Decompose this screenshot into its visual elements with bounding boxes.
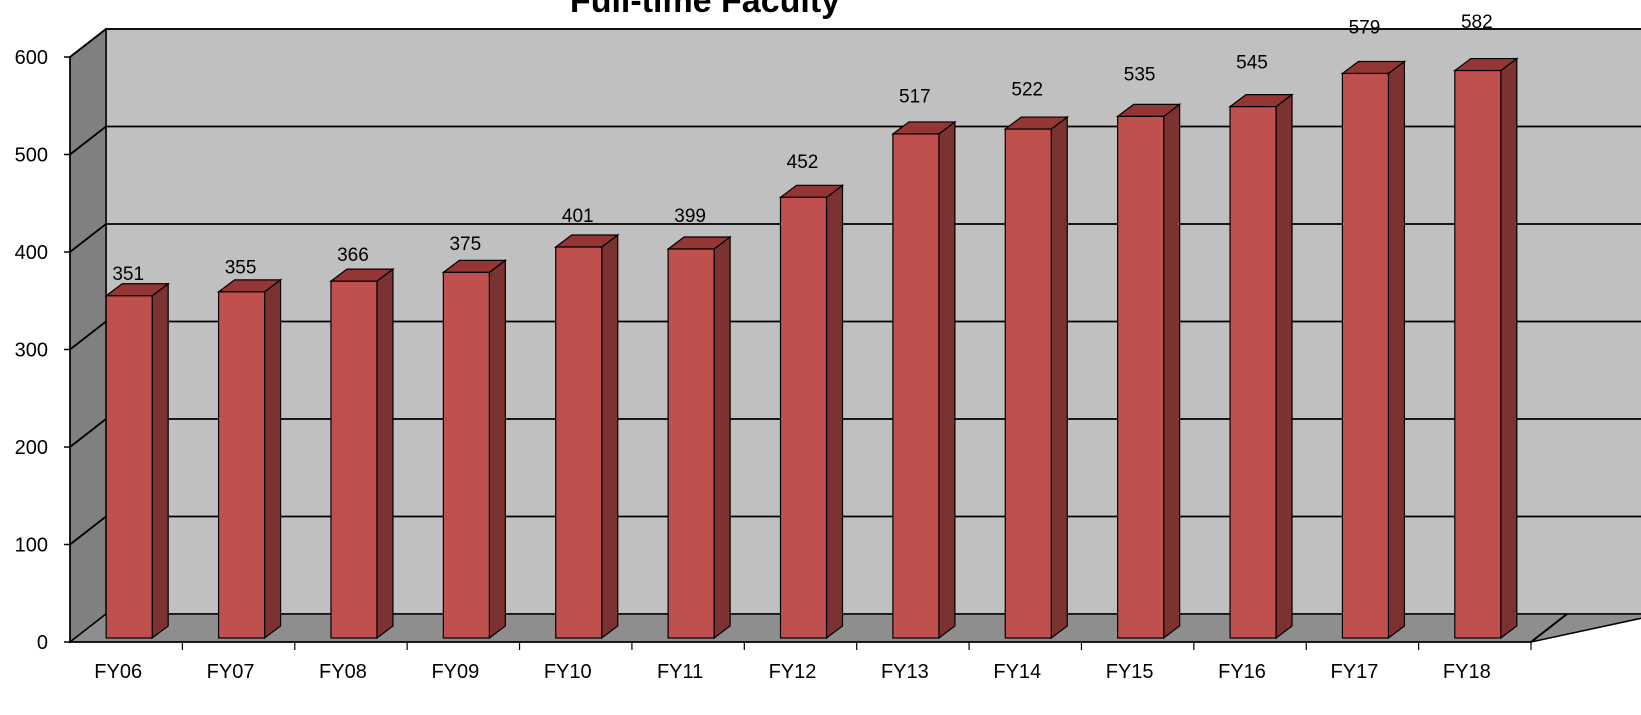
x-tick-label: FY08 — [319, 661, 367, 683]
bar-side — [488, 259, 506, 640]
gridline-side — [69, 125, 107, 156]
gridline-side — [69, 223, 107, 253]
bar-side — [1387, 60, 1406, 640]
bar-side — [1500, 57, 1518, 640]
data-label: 535 — [1124, 65, 1156, 86]
data-label: 355 — [225, 258, 257, 279]
x-tick-label: FY11 — [657, 661, 703, 683]
bar — [1341, 72, 1390, 639]
y-tick-label: 100 — [15, 535, 48, 557]
bar-side — [713, 235, 731, 640]
data-label: 579 — [1349, 17, 1381, 38]
chart-title: Full-time Faculty — [570, 0, 840, 20]
data-label: 375 — [449, 234, 481, 255]
y-tick-label: 300 — [15, 340, 48, 362]
y-tick-label: 200 — [15, 437, 48, 459]
x-tick-label: FY17 — [1331, 661, 1379, 683]
data-label: 399 — [674, 206, 706, 227]
bar — [442, 271, 490, 639]
bar-side — [938, 120, 956, 640]
data-label: 522 — [1011, 79, 1043, 100]
data-label: 545 — [1236, 53, 1268, 74]
data-label: 517 — [899, 87, 931, 108]
x-tick-label: FY07 — [207, 661, 255, 683]
bar — [1454, 69, 1502, 639]
x-tick-label: FY16 — [1218, 661, 1266, 683]
gridline-side — [69, 320, 107, 351]
bar-side — [1050, 115, 1068, 640]
bar-side — [1275, 93, 1293, 640]
y-tick-label: 600 — [15, 47, 48, 69]
y-tick-label: 400 — [15, 242, 48, 264]
x-tick-label: FY13 — [881, 661, 929, 683]
x-tick-label: FY09 — [431, 661, 479, 683]
bar-side — [263, 278, 282, 640]
bar-side — [601, 233, 619, 640]
x-tick-label: FY06 — [94, 661, 142, 683]
bar — [1117, 115, 1165, 639]
bar — [667, 248, 715, 639]
bar — [1004, 128, 1052, 639]
bar-side — [376, 267, 394, 640]
bar-side — [825, 184, 844, 640]
data-label: 351 — [112, 264, 144, 285]
bar — [217, 291, 266, 639]
bar — [555, 246, 603, 639]
bar — [779, 196, 828, 639]
y-tick-label: 500 — [15, 145, 48, 167]
x-tick-label: FY10 — [544, 661, 592, 683]
bar — [330, 280, 378, 639]
x-tick-label: FY12 — [769, 661, 817, 683]
bar — [892, 133, 940, 639]
gridline-side — [69, 28, 107, 58]
x-tick-label: FY14 — [993, 661, 1041, 683]
bar — [1229, 106, 1277, 639]
data-label: 401 — [562, 206, 594, 227]
gridline-side — [69, 515, 107, 546]
bar-side — [1163, 103, 1181, 640]
y-tick-label: 0 — [37, 632, 48, 654]
data-label: 366 — [337, 245, 369, 266]
floor-edge — [1530, 613, 1568, 643]
floor — [67, 613, 1641, 643]
gridline-side — [69, 418, 107, 448]
x-tick-label: FY15 — [1106, 661, 1154, 683]
data-label: 582 — [1461, 12, 1493, 33]
data-label: 452 — [787, 152, 819, 173]
bar — [105, 295, 153, 639]
bar-side — [151, 282, 169, 640]
x-tick-label: FY18 — [1443, 661, 1491, 683]
